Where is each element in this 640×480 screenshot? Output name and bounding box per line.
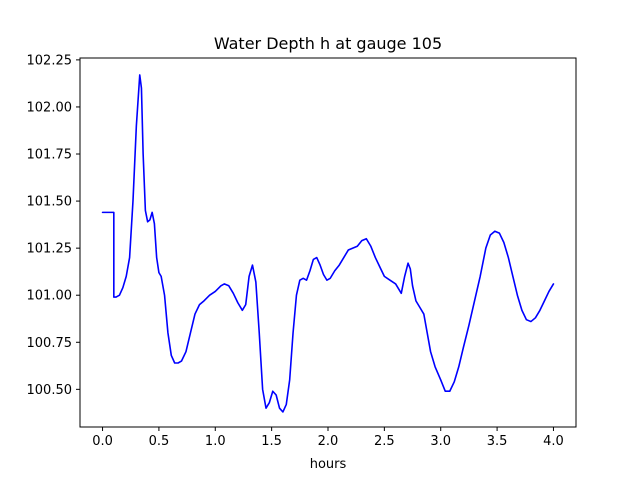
y-tick-label: 101.50 [27, 195, 73, 210]
y-tick-label: 100.75 [27, 336, 73, 351]
x-tick-label: 0.0 [92, 434, 113, 449]
x-tick-label: 1.0 [205, 434, 226, 449]
x-tick-label: 1.5 [261, 434, 282, 449]
x-tick-label: 0.5 [149, 434, 170, 449]
x-tick-label: 3.0 [430, 434, 451, 449]
x-axis-label: hours [310, 457, 347, 472]
x-tick-label: 3.5 [487, 434, 508, 449]
y-tick-label: 101.25 [27, 242, 73, 257]
x-tick-label: 4.0 [543, 434, 564, 449]
x-tick-label: 2.0 [318, 434, 339, 449]
series-line-0 [101, 74, 555, 413]
chart-title: Water Depth h at gauge 105 [214, 34, 442, 53]
y-tick-label: 102.25 [27, 53, 73, 68]
y-tick-label: 101.00 [27, 289, 73, 304]
plot-area: 0.0 0.5 1.0 1.5 2.0 2.5 3.0 3.5 4.0 100.50 100.75 1… [27, 53, 577, 449]
y-tick-label: 100.50 [27, 383, 73, 398]
y-tick-label: 101.75 [27, 148, 73, 163]
x-tick-label: 2.5 [374, 434, 395, 449]
y-tick-label: 102.00 [27, 100, 73, 115]
